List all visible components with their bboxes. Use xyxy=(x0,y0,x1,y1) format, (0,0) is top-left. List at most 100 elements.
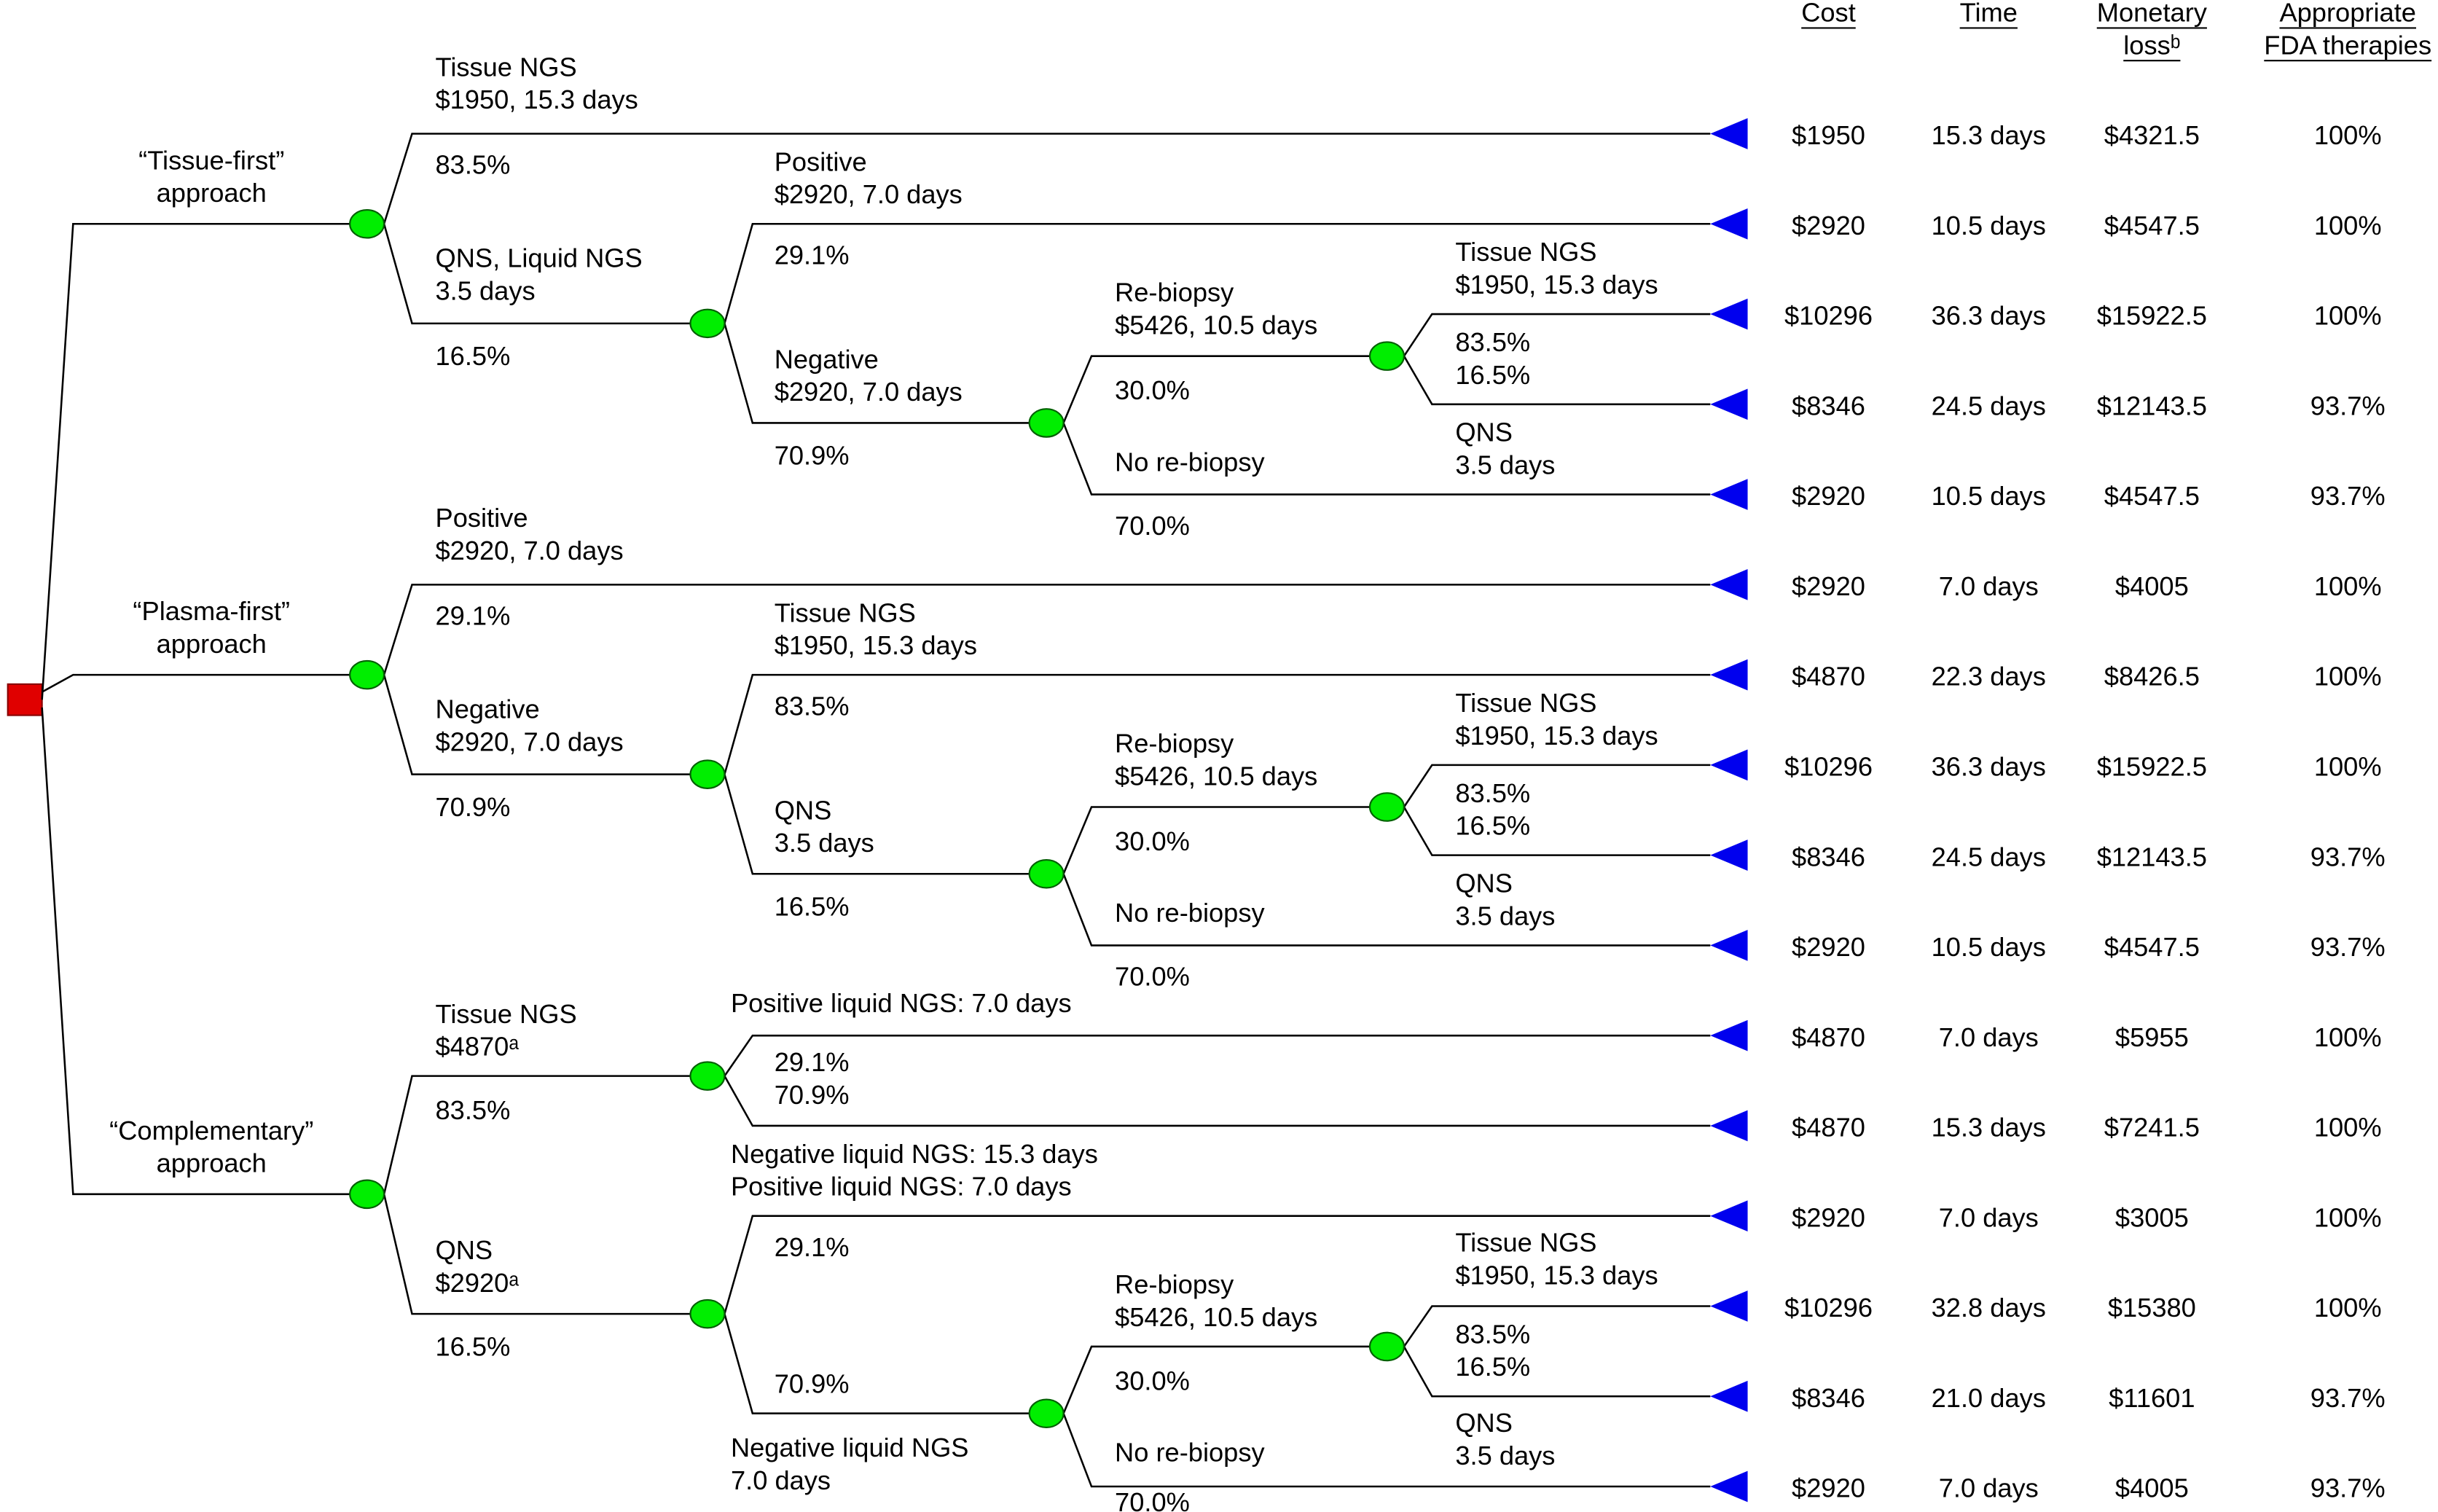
branch-label: $5426, 10.5 days xyxy=(1115,310,1317,340)
branch-label: 29.1% xyxy=(775,1232,850,1262)
table-cell: $2920 xyxy=(1792,1202,1865,1232)
branch-line xyxy=(41,223,367,700)
terminal-node xyxy=(1710,298,1748,330)
chance-node xyxy=(689,308,726,339)
table-cell: $2920 xyxy=(1792,211,1865,240)
branch-label: QNS xyxy=(1455,869,1513,898)
branch-label: approach xyxy=(157,629,267,659)
table-cell: 24.5 days xyxy=(1932,842,2046,871)
table-cell: $4547.5 xyxy=(2104,211,2200,240)
branch-label: 70.9% xyxy=(436,792,511,822)
branch-line xyxy=(1062,1345,1387,1414)
table-cell: 24.5 days xyxy=(1932,391,2046,420)
table-cell: 10.5 days xyxy=(1932,211,2046,240)
table-cell: $4870 xyxy=(1792,1022,1865,1052)
column-header: Cost xyxy=(1801,0,1856,28)
branch-line xyxy=(41,707,367,1196)
branch-label: $2920, 7.0 days xyxy=(436,536,624,565)
table-cell: 32.8 days xyxy=(1932,1293,2046,1323)
branch-label: 83.5% xyxy=(1455,778,1530,808)
terminal-node xyxy=(1710,118,1748,149)
table-cell: 100% xyxy=(2314,1113,2382,1143)
branch-label: $2920, 7.0 days xyxy=(436,726,624,756)
chance-node xyxy=(349,659,385,690)
branch-label: “Plasma-first” xyxy=(133,596,290,626)
branch-label: 83.5% xyxy=(1455,327,1530,357)
branch-label: No re-biopsy xyxy=(1115,447,1265,477)
terminal-node xyxy=(1710,388,1748,420)
column-header: Monetary xyxy=(2097,0,2208,28)
branch-label: $1950, 15.3 days xyxy=(1455,1260,1658,1290)
table-cell: 93.7% xyxy=(2310,1473,2386,1503)
table-cell: $4005 xyxy=(2115,1473,2189,1503)
table-cell: $15922.5 xyxy=(2097,301,2207,331)
chance-node xyxy=(1028,858,1065,889)
branch-label: 30.0% xyxy=(1115,1366,1190,1395)
branch-label: Negative xyxy=(436,694,540,724)
branch-label: 16.5% xyxy=(1455,811,1530,841)
branch-label: 30.0% xyxy=(1115,375,1190,405)
branch-label: “Tissue-first” xyxy=(138,145,284,175)
terminal-node xyxy=(1710,659,1748,691)
table-cell: 15.3 days xyxy=(1932,1113,2046,1143)
branch-label: No re-biopsy xyxy=(1115,1438,1265,1468)
table-cell: 100% xyxy=(2314,752,2382,782)
branch-label: $5426, 10.5 days xyxy=(1115,1302,1317,1332)
branch-label: 70.9% xyxy=(775,441,850,471)
branch-label: approach xyxy=(157,178,267,208)
table-cell: $4870 xyxy=(1792,662,1865,692)
terminal-node xyxy=(1710,1019,1748,1051)
branch-label: 70.9% xyxy=(775,1080,850,1110)
table-cell: 100% xyxy=(2314,1293,2382,1323)
table-cell: $1950 xyxy=(1792,120,1865,150)
branch-line xyxy=(383,223,708,325)
branch-line xyxy=(1403,356,1711,406)
table-cell: $10296 xyxy=(1784,1293,1873,1323)
terminal-node xyxy=(1710,839,1748,871)
chance-node xyxy=(349,209,385,239)
branch-label: $1950, 15.3 days xyxy=(1455,270,1658,299)
terminal-node xyxy=(1710,479,1748,510)
table-cell: $3005 xyxy=(2115,1202,2189,1232)
branch-line xyxy=(1403,1346,1711,1398)
terminal-node xyxy=(1710,749,1748,781)
branch-label: $2920ᵃ xyxy=(436,1268,520,1298)
branch-label: Negative liquid NGS xyxy=(731,1433,969,1462)
table-cell: $12143.5 xyxy=(2097,842,2207,871)
chance-node xyxy=(689,759,726,789)
column-header: Appropriate xyxy=(2279,0,2415,28)
table-cell: $12143.5 xyxy=(2097,391,2207,420)
table-cell: 21.0 days xyxy=(1932,1383,2046,1413)
branch-label: 7.0 days xyxy=(731,1465,831,1495)
branch-label: 29.1% xyxy=(775,1047,850,1077)
table-cell: $8426.5 xyxy=(2104,662,2200,692)
table-cell: 10.5 days xyxy=(1932,481,2046,511)
branch-line xyxy=(1403,806,1711,856)
column-header: lossᵇ xyxy=(2123,30,2180,60)
chance-node xyxy=(689,1061,726,1091)
branch-line xyxy=(42,673,367,693)
table-cell: 100% xyxy=(2314,1202,2382,1232)
table-cell: $11601 xyxy=(2109,1383,2195,1413)
branch-line xyxy=(724,673,1711,775)
branch-label: QNS xyxy=(1455,1408,1513,1438)
table-cell: $10296 xyxy=(1784,301,1873,331)
terminal-node xyxy=(1710,569,1748,600)
branch-label: Tissue NGS xyxy=(1455,1227,1596,1257)
table-cell: 100% xyxy=(2314,1022,2382,1052)
terminal-node xyxy=(1710,1110,1748,1142)
column-header: FDA therapies xyxy=(2264,30,2431,60)
branch-line xyxy=(383,674,708,775)
branch-label: 16.5% xyxy=(436,1331,511,1361)
table-cell: 7.0 days xyxy=(1939,1022,2039,1052)
branch-label: Negative liquid NGS: 15.3 days xyxy=(731,1139,1098,1169)
branch-label: Positive liquid NGS: 7.0 days xyxy=(731,1172,1072,1202)
chance-node xyxy=(1028,1398,1065,1428)
branch-label: Tissue NGS xyxy=(436,52,577,82)
branch-line xyxy=(724,1313,1047,1414)
branch-label: 83.5% xyxy=(775,691,850,721)
branch-label: 29.1% xyxy=(436,601,511,631)
chance-node xyxy=(1368,1331,1406,1362)
table-cell: $4870 xyxy=(1792,1113,1865,1143)
